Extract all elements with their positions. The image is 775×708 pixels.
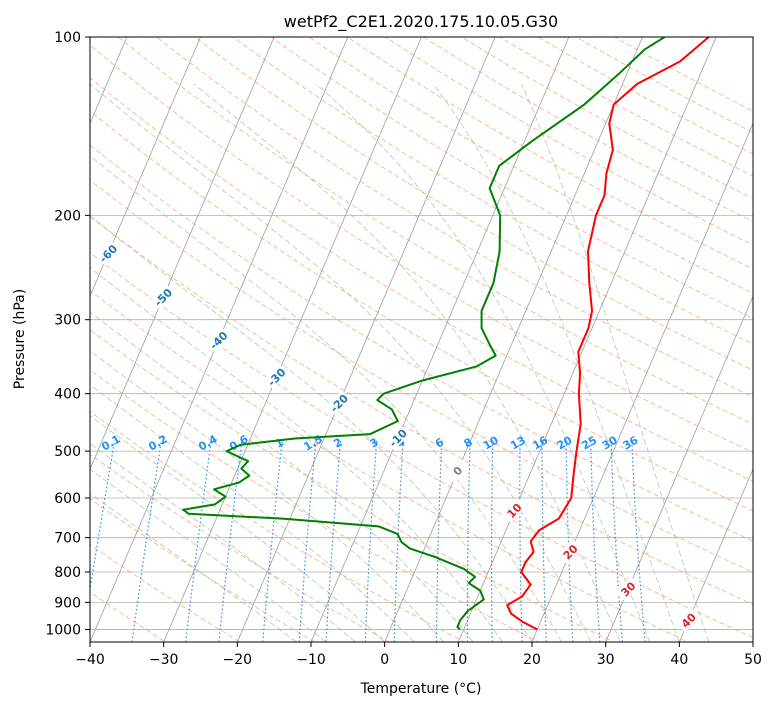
dry-adiabat bbox=[460, 37, 753, 200]
isotherm-label-bg bbox=[444, 458, 470, 483]
isotherm-label-bg bbox=[501, 497, 527, 523]
isotherm-line bbox=[605, 295, 753, 642]
x-tick-label: 40 bbox=[670, 652, 688, 668]
dry-adiabat bbox=[90, 110, 753, 512]
isotherm-label-bg bbox=[326, 390, 352, 416]
x-axis-label: Temperature (°C) bbox=[360, 681, 482, 697]
plot-area: 0.10.20.40.611.52346810131620253036-100-… bbox=[90, 37, 753, 642]
axis-ticks: −40 −30 −20 −10 0 10 20 30 40 50 100 200 300 400 500 60… bbox=[45, 30, 762, 668]
isotherm-label-bg bbox=[615, 576, 641, 602]
dry-adiabat bbox=[422, 37, 753, 223]
dry-adiabat bbox=[499, 37, 753, 177]
moist-adiabat bbox=[90, 267, 503, 642]
isotherm-line bbox=[678, 468, 753, 642]
dry-adiabat bbox=[346, 37, 753, 270]
moist-adiabat bbox=[90, 384, 415, 642]
isotherm-label-bg bbox=[675, 607, 701, 633]
dry-adiabat bbox=[90, 498, 316, 642]
dry-adiabat bbox=[90, 290, 690, 642]
y-tick-label: 500 bbox=[54, 444, 81, 460]
dry-adiabat bbox=[384, 37, 753, 246]
dry-adiabat bbox=[90, 77, 753, 482]
isotherm-line bbox=[236, 37, 496, 642]
y-tick-label: 400 bbox=[54, 387, 81, 403]
x-tick-label: −30 bbox=[149, 652, 179, 668]
isotherm-label-bg bbox=[95, 240, 121, 266]
moist-adiabat bbox=[90, 442, 356, 642]
dry-adiabat bbox=[155, 37, 753, 398]
y-tick-label: 200 bbox=[54, 208, 81, 224]
x-tick-label: 10 bbox=[449, 652, 467, 668]
isotherm-label: 0 bbox=[444, 458, 470, 483]
isotherm-line bbox=[310, 37, 570, 642]
x-tick-label: 30 bbox=[597, 652, 615, 668]
x-tick-label: 20 bbox=[523, 652, 541, 668]
y-tick-label: 100 bbox=[54, 30, 81, 46]
y-tick-label: 600 bbox=[54, 491, 81, 507]
x-tick-label: −20 bbox=[223, 652, 253, 668]
dry-adiabat bbox=[232, 37, 753, 345]
dry-adiabat bbox=[90, 543, 241, 642]
moist-adiabat bbox=[90, 155, 562, 642]
isotherm-label-bg bbox=[385, 425, 411, 450]
moist-adiabat bbox=[521, 83, 710, 642]
mixing-ratio-line bbox=[90, 440, 116, 594]
dewpoint-profile-line bbox=[182, 37, 666, 631]
temperature-profile-line bbox=[506, 37, 710, 631]
dry-adiabat bbox=[90, 215, 753, 606]
x-tick-label: 50 bbox=[744, 652, 762, 668]
moist-adiabat bbox=[90, 311, 474, 642]
dry-adiabat bbox=[90, 144, 753, 542]
y-tick-label: 900 bbox=[54, 595, 81, 611]
moist-adiabat bbox=[90, 215, 533, 642]
x-tick-label: −10 bbox=[296, 652, 326, 668]
dry-adiabat bbox=[117, 37, 753, 425]
isotherm-line bbox=[90, 37, 275, 471]
isotherm-line bbox=[457, 37, 717, 642]
moist-adiabat bbox=[193, 83, 621, 642]
y-tick-label: 1000 bbox=[45, 622, 81, 638]
dry-adiabat bbox=[90, 453, 391, 642]
moist-adiabat bbox=[315, 83, 651, 642]
x-tick-label: 0 bbox=[380, 652, 389, 668]
moist-adiabat bbox=[90, 350, 444, 642]
plot-frame bbox=[89, 36, 754, 643]
dry-adiabat bbox=[193, 37, 753, 371]
x-tick-label: −40 bbox=[75, 652, 105, 668]
y-tick-label: 300 bbox=[54, 313, 81, 329]
y-tick-label: 700 bbox=[54, 531, 81, 547]
dry-adiabat bbox=[90, 179, 753, 573]
isotherm-label-bg bbox=[205, 327, 231, 353]
isotherm-label-bg bbox=[150, 284, 176, 310]
isotherm-label-bg bbox=[263, 364, 289, 390]
moist-adiabat bbox=[90, 468, 327, 642]
isotherm-line bbox=[163, 37, 422, 642]
isotherm-line bbox=[90, 37, 201, 298]
isotherm-line bbox=[384, 37, 643, 642]
y-tick-label: 800 bbox=[54, 565, 81, 581]
y-axis-label: Pressure (hPa) bbox=[12, 289, 28, 389]
chart-title: wetPf2_C2E1.2020.175.10.05.G30 bbox=[284, 12, 558, 32]
isotherm-label-bg bbox=[557, 539, 583, 564]
